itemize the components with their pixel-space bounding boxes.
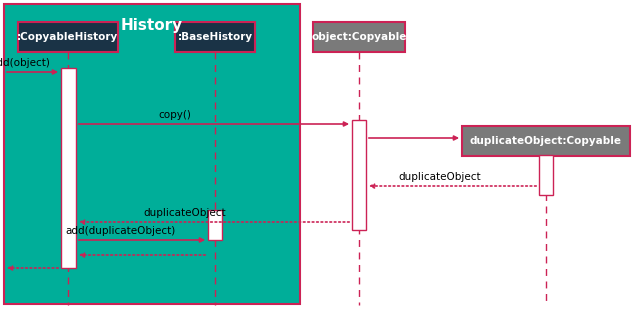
- Text: object:Copyable: object:Copyable: [311, 32, 406, 42]
- Text: add(object): add(object): [0, 58, 50, 68]
- Text: :BaseHistory: :BaseHistory: [178, 32, 252, 42]
- Text: duplicateObject: duplicateObject: [399, 172, 481, 182]
- Bar: [539, 155, 553, 195]
- Bar: [18, 22, 118, 52]
- Bar: [4, 4, 300, 304]
- Bar: [462, 126, 630, 156]
- Text: duplicateObject:Copyable: duplicateObject:Copyable: [470, 136, 622, 146]
- Bar: [352, 120, 366, 230]
- Bar: [313, 22, 405, 52]
- Text: duplicateObject: duplicateObject: [144, 208, 226, 218]
- Bar: [208, 210, 222, 240]
- Text: add(duplicateObject): add(duplicateObject): [65, 226, 175, 236]
- Text: copy(): copy(): [158, 110, 192, 120]
- Text: History: History: [121, 18, 183, 33]
- Bar: [61, 68, 76, 268]
- Bar: [175, 22, 255, 52]
- Text: :CopyableHistory: :CopyableHistory: [17, 32, 119, 42]
